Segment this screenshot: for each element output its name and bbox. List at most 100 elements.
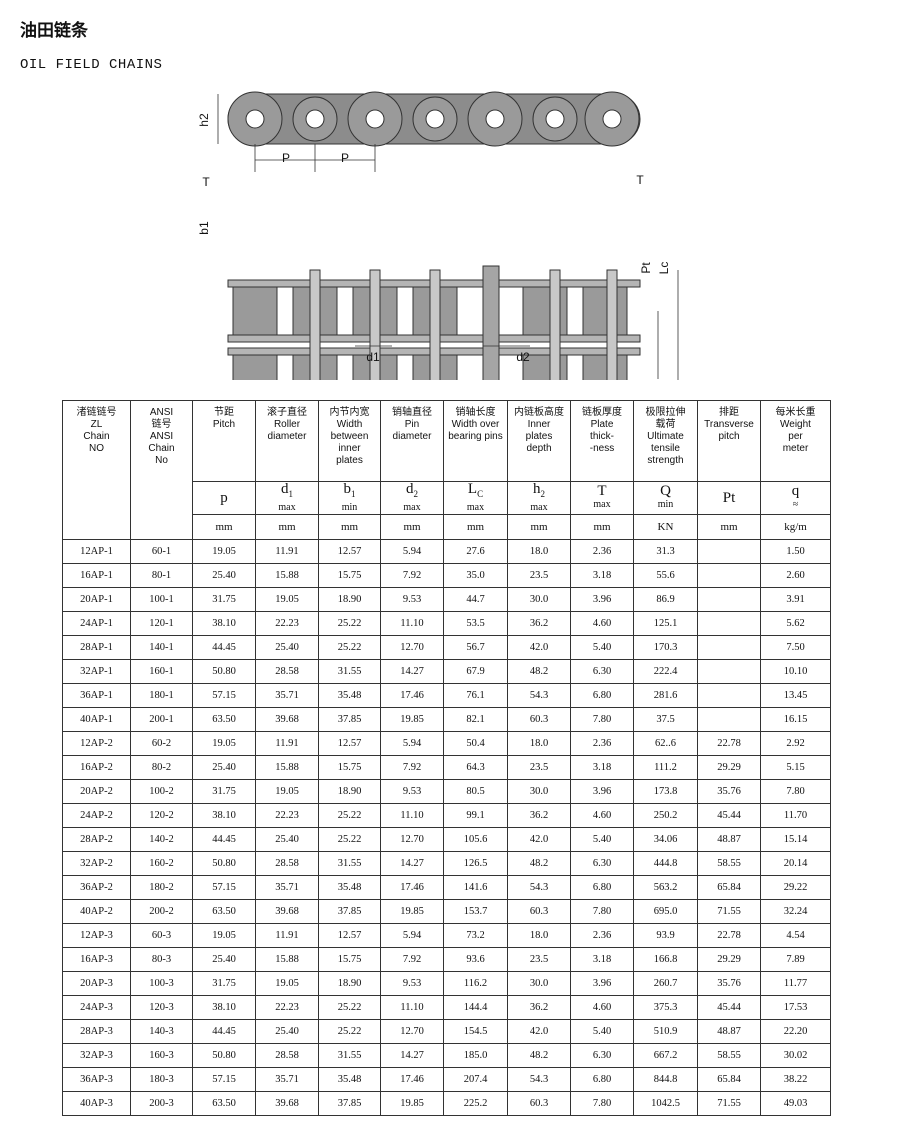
data-cell: 10.10 xyxy=(760,659,831,684)
data-cell: 6.80 xyxy=(570,1067,634,1092)
data-cell: 24AP-2 xyxy=(62,803,131,828)
data-cell: 180-1 xyxy=(130,683,193,708)
pin xyxy=(365,109,385,129)
symbol-limit: min xyxy=(341,501,358,513)
data-cell: 48.2 xyxy=(507,851,571,876)
data-cell: 180-2 xyxy=(130,875,193,900)
data-cell: 25.22 xyxy=(318,995,381,1020)
data-cell: 4.60 xyxy=(570,995,634,1020)
data-cell: 12.57 xyxy=(318,731,381,756)
data-cell: 12.57 xyxy=(318,539,381,564)
symbol-cell: d2 max xyxy=(380,481,444,515)
header-line: thick- xyxy=(590,431,614,442)
data-cell: 35.48 xyxy=(318,1067,381,1092)
header-line: ANSI xyxy=(149,407,174,418)
symbol-limit: min xyxy=(657,499,674,510)
data-cell: 35.76 xyxy=(697,779,761,804)
symbol-sub: C xyxy=(477,488,484,499)
data-cell: 11.91 xyxy=(255,539,319,564)
data-cell: 62..6 xyxy=(633,731,698,756)
unit-cell: mm xyxy=(192,514,256,540)
dim-label: P xyxy=(282,151,290,165)
data-cell: 2.60 xyxy=(760,563,831,588)
header-line: Pitch xyxy=(212,419,236,430)
header-line: plates xyxy=(525,431,553,442)
data-cell: 185.0 xyxy=(443,1043,508,1068)
header-line: ANSI xyxy=(149,431,174,442)
data-cell: 2.36 xyxy=(570,539,634,564)
data-cell: 281.6 xyxy=(633,683,698,708)
header-line: 节距 xyxy=(214,407,234,418)
header-line: pitch xyxy=(718,431,740,442)
header-line: 链板厚度 xyxy=(582,407,622,418)
dim-label: T xyxy=(202,175,210,189)
data-cell: 250.2 xyxy=(633,803,698,828)
data-cell: 17.46 xyxy=(380,1067,444,1092)
data-cell: 5.62 xyxy=(760,611,831,636)
data-row: 20AP-3 100-3 31.75 19.05 18.90 9.53 116.2 30.0 3… xyxy=(62,971,831,996)
unit-cell: mm xyxy=(697,514,761,540)
data-cell: 20AP-2 xyxy=(62,779,131,804)
data-cell: 19.05 xyxy=(192,923,256,948)
title: 油田链条 xyxy=(20,21,88,41)
roller xyxy=(232,353,278,380)
data-cell: 695.0 xyxy=(633,899,698,924)
data-row: 28AP-2 140-2 44.45 25.40 25.22 12.70 105.6 42.0… xyxy=(62,827,831,852)
data-cell: 80-3 xyxy=(130,947,193,972)
header-cell: ANSI 链号 ANSI Chain No xyxy=(130,400,193,540)
header-line: strength xyxy=(647,455,684,466)
data-cell: 563.2 xyxy=(633,875,698,900)
symbol-limit: ≈ xyxy=(792,499,799,510)
data-cell: 7.92 xyxy=(380,563,444,588)
data-cell: 126.5 xyxy=(443,851,508,876)
data-cell: 22.78 xyxy=(697,923,761,948)
data-cell: 64.3 xyxy=(443,755,508,780)
data-cell: 444.8 xyxy=(633,851,698,876)
data-cell: 76.1 xyxy=(443,683,508,708)
data-cell: 15.88 xyxy=(255,947,319,972)
data-cell: 9.53 xyxy=(380,779,444,804)
data-cell: 3.18 xyxy=(570,947,634,972)
data-cell: 12AP-2 xyxy=(62,731,131,756)
data-cell xyxy=(697,707,761,732)
data-cell: 19.85 xyxy=(380,707,444,732)
data-cell: 12AP-1 xyxy=(62,539,131,564)
data-cell: 57.15 xyxy=(192,1067,256,1092)
data-cell: 14.27 xyxy=(380,1043,444,1068)
header-line: Ultimate xyxy=(647,431,684,442)
data-cell: 25.22 xyxy=(318,635,381,660)
data-cell: 200-1 xyxy=(130,707,193,732)
dim-label: d1 xyxy=(366,350,380,364)
data-cell: 28.58 xyxy=(255,659,319,684)
data-cell: 153.7 xyxy=(443,899,508,924)
data-cell: 44.7 xyxy=(443,587,508,612)
data-cell: 36.2 xyxy=(507,803,571,828)
data-cell: 80-2 xyxy=(130,755,193,780)
data-cell: 38.10 xyxy=(192,995,256,1020)
data-cell: 25.40 xyxy=(255,1019,319,1044)
symbol-limit: max xyxy=(593,499,611,510)
data-cell: 15.88 xyxy=(255,563,319,588)
data-row: 24AP-1 120-1 38.10 22.23 25.22 11.10 53.5 36.2 4… xyxy=(62,611,831,636)
data-cell: 116.2 xyxy=(443,971,508,996)
data-cell: 25.40 xyxy=(192,563,256,588)
data-cell: 32AP-1 xyxy=(62,659,131,684)
data-cell: 111.2 xyxy=(633,755,698,780)
data-cell: 3.96 xyxy=(570,587,634,612)
data-cell xyxy=(697,635,761,660)
data-cell: 31.55 xyxy=(318,659,381,684)
data-row: 40AP-3 200-3 63.50 39.68 37.85 19.85 225.2 60.3… xyxy=(62,1091,831,1116)
data-cell: 100-2 xyxy=(130,779,193,804)
pin xyxy=(545,109,565,129)
data-cell: 166.8 xyxy=(633,947,698,972)
data-cell: 29.22 xyxy=(760,875,831,900)
data-cell: 2.36 xyxy=(570,731,634,756)
data-row: 24AP-3 120-3 38.10 22.23 25.22 11.10 144.4 36.2… xyxy=(62,995,831,1020)
data-cell: 37.5 xyxy=(633,707,698,732)
symbol-sub: 2 xyxy=(413,488,419,499)
data-cell: 71.55 xyxy=(697,1091,761,1116)
data-cell: 60-3 xyxy=(130,923,193,948)
